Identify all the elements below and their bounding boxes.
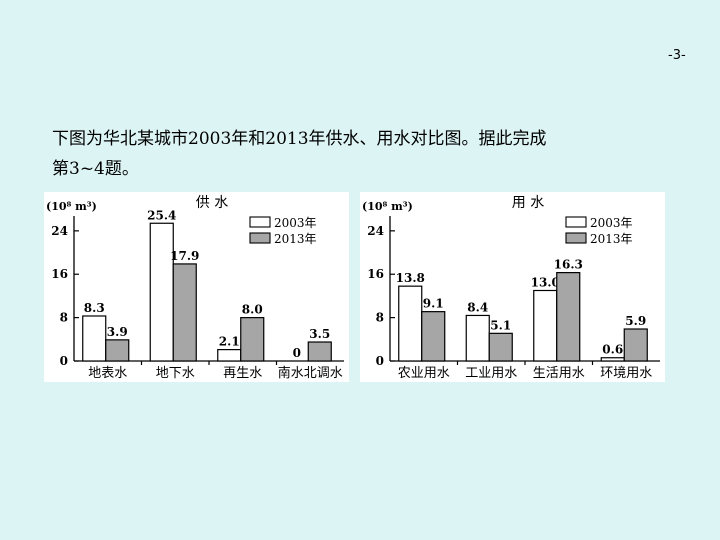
legend-swatch-2013 xyxy=(565,232,587,244)
page-number: -3- xyxy=(668,48,686,63)
bar-2013 xyxy=(307,341,332,362)
x-category-label: 南水北调水 xyxy=(278,365,343,381)
x-category-label: 工业用水 xyxy=(465,366,517,381)
bar-2013 xyxy=(240,317,265,362)
x-category-label: 农业用水 xyxy=(398,366,450,381)
bar-2003 xyxy=(217,349,242,362)
bar-value-label: 9.1 xyxy=(423,297,444,311)
bar-value-label: 8.0 xyxy=(242,303,263,317)
y-tick-label: 16 xyxy=(367,267,384,281)
bar-value-label: 13.0 xyxy=(531,276,560,290)
bar-2003 xyxy=(82,315,107,362)
water-use-chart: 用 水 (10⁸ m³) 0 8 16 24 13.8 9.1 农业用水 8.4 5.1 工业用水 13… xyxy=(360,192,665,382)
bar-2013 xyxy=(556,272,581,362)
bar-value-label: 5.9 xyxy=(625,314,646,328)
bar-value-label: 5.1 xyxy=(490,318,511,332)
legend-label-2003: 2003年 xyxy=(274,216,317,230)
bar-value-label: 8.4 xyxy=(467,300,488,314)
legend-swatch-2003 xyxy=(249,216,271,228)
x-category-label: 再生水 xyxy=(223,366,262,381)
bar-value-label: 13.8 xyxy=(396,271,425,285)
x-category-label: 生活用水 xyxy=(533,366,585,381)
chart-title: 供 水 xyxy=(196,195,228,211)
bar-2013 xyxy=(623,328,648,362)
y-tick-label: 24 xyxy=(367,224,384,238)
bar-value-label: 3.5 xyxy=(309,327,330,341)
bar-2003 xyxy=(398,285,423,362)
water-supply-chart-svg: 供 水 (10⁸ m³) 0 8 16 24 8.33.9 地表水 25.4 17.9 地下水 2.1… xyxy=(46,195,344,381)
bar-value-label: 2.1 xyxy=(219,335,240,349)
legend-swatch-2013 xyxy=(249,232,271,244)
bar-2003 xyxy=(465,314,490,362)
y-tick-label: 16 xyxy=(51,267,68,281)
bar-2003 xyxy=(600,357,625,362)
bar-value-label: 25.4 xyxy=(147,208,176,222)
chart-title: 用 水 xyxy=(512,195,544,211)
legend-swatch-2003 xyxy=(565,216,587,228)
bar-value-label: 17.9 xyxy=(170,249,199,263)
water-use-chart-svg: 用 水 (10⁸ m³) 0 8 16 24 13.8 9.1 农业用水 8.45.1 工业用水 13… xyxy=(362,195,660,381)
legend-label-2013: 2013年 xyxy=(590,232,633,246)
bar-value-label: 0.6 xyxy=(602,343,623,357)
bar-value-label: 0 xyxy=(293,346,301,360)
water-supply-chart: 供 水 (10⁸ m³) 0 8 16 24 8.3 3.9 地表水 25.4 17.9 地下水 2.1… xyxy=(44,192,349,382)
y-tick-label: 8 xyxy=(376,311,384,325)
y-unit-label: (10⁸ m³) xyxy=(362,200,413,213)
y-unit-label: (10⁸ m³) xyxy=(46,200,97,213)
bar-2003 xyxy=(149,222,174,362)
question-text: 下图为华北某城市2003年和2013年供水、用水对比图。据此完成 第3~4题。 xyxy=(52,124,692,184)
y-tick-label: 24 xyxy=(51,224,68,238)
y-tick-label: 0 xyxy=(376,354,384,368)
question-line-1: 下图为华北某城市2003年和2013年供水、用水对比图。据此完成 xyxy=(52,129,547,149)
x-category-label: 环境用水 xyxy=(600,366,652,381)
question-line-2: 第3~4题。 xyxy=(52,159,139,179)
bar-2013 xyxy=(172,263,197,362)
bar-2013 xyxy=(488,332,513,362)
y-tick-label: 0 xyxy=(60,354,68,368)
bar-2013 xyxy=(105,339,130,362)
y-tick-label: 8 xyxy=(60,311,68,325)
bar-value-label: 16.3 xyxy=(554,258,583,272)
x-category-label: 地表水 xyxy=(88,366,127,381)
legend-label-2013: 2013年 xyxy=(274,232,317,246)
x-category-label: 地下水 xyxy=(156,366,195,381)
legend-label-2003: 2003年 xyxy=(590,216,633,230)
bar-value-label: 8.3 xyxy=(84,301,105,315)
bar-2003 xyxy=(533,289,558,362)
bar-2013 xyxy=(421,311,446,362)
bar-value-label: 3.9 xyxy=(107,325,128,339)
